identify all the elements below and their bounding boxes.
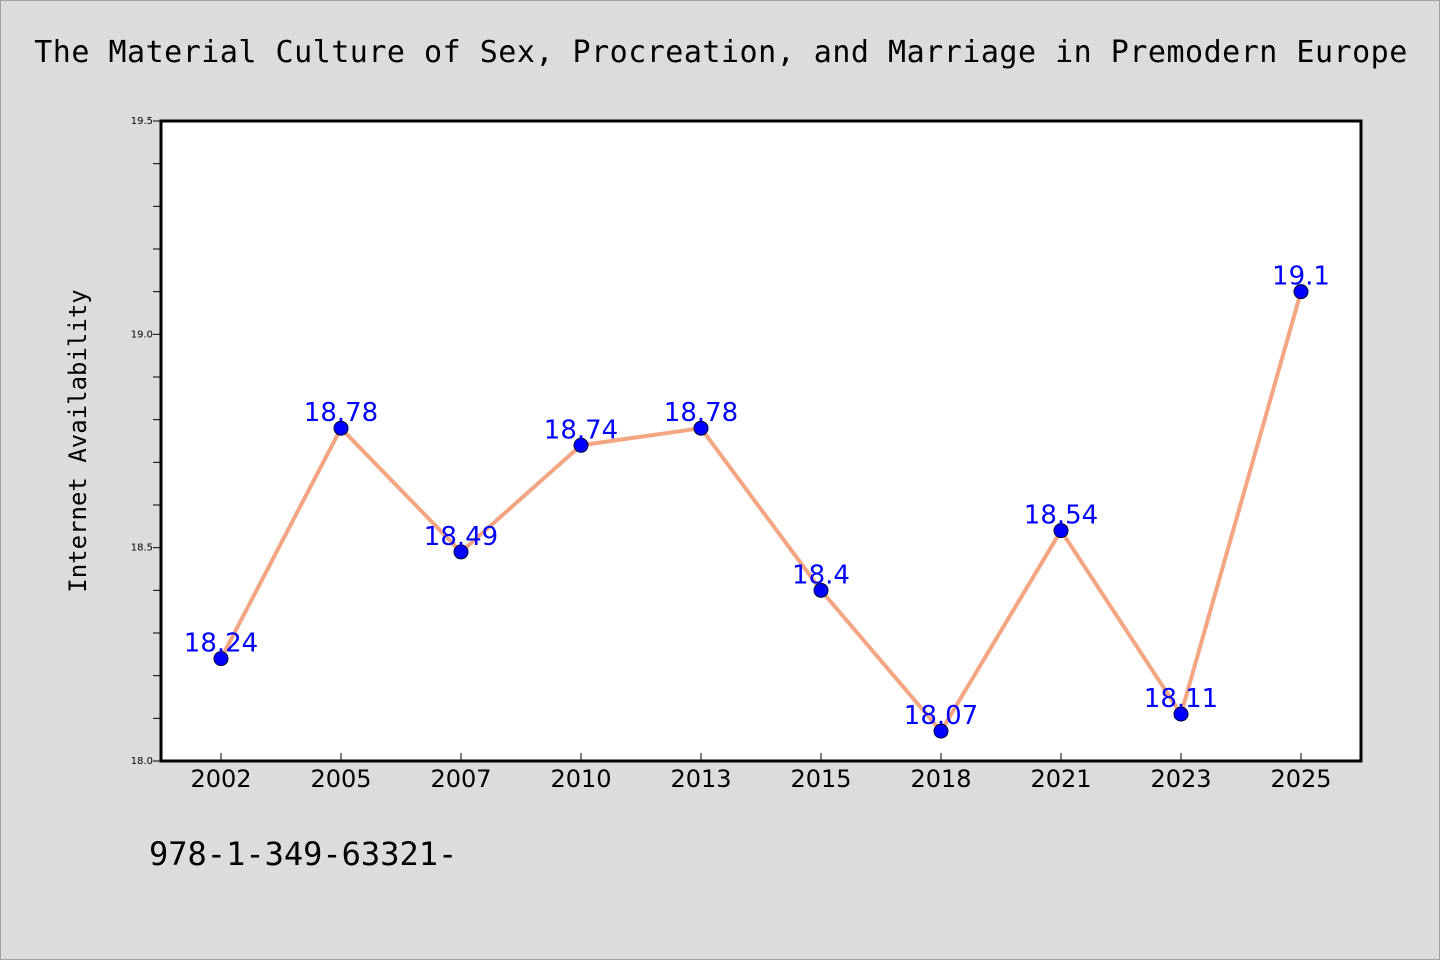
x-tick-label: 2007 — [430, 765, 491, 793]
y-axis-label: Internet Availability — [64, 289, 92, 592]
x-axis: 2002 2005 2007 2010 2013 2015 2018 2021 2023 2025 — [190, 753, 1332, 793]
x-tick-label: 2021 — [1030, 765, 1091, 793]
data-label: 18.24 — [184, 629, 258, 659]
data-label: 18.78 — [664, 398, 738, 428]
y-tick-label: 18.5 — [131, 543, 153, 554]
data-label: 18.07 — [904, 701, 978, 731]
x-tick-label: 2023 — [1150, 765, 1211, 793]
data-point — [813, 582, 829, 598]
data-label: 18.78 — [304, 398, 378, 428]
series-line — [219, 291, 1303, 734]
data-point — [933, 723, 949, 739]
series-layer: 18.24 18.78 18.49 18.74 18.78 18.4 18.07 18.54 1… — [184, 262, 1330, 739]
isbn-text: 978-1-349-63321- — [149, 835, 458, 873]
data-point — [573, 437, 589, 453]
y-axis: 18.0 18.5 19.0 19.5 — [131, 116, 161, 767]
x-tick-label: 2015 — [790, 765, 851, 793]
x-tick-label: 2013 — [670, 765, 731, 793]
x-tick-label: 2005 — [310, 765, 371, 793]
x-tick-label: 2025 — [1270, 765, 1331, 793]
data-point — [453, 544, 469, 560]
x-tick-label: 2018 — [910, 765, 971, 793]
y-tick-label: 19.5 — [131, 116, 153, 127]
data-label: 18.74 — [544, 415, 618, 445]
x-tick-label: 2002 — [190, 765, 251, 793]
data-label: 18.11 — [1144, 684, 1218, 714]
x-tick-label: 2010 — [550, 765, 611, 793]
data-label: 18.4 — [792, 560, 850, 590]
data-point — [213, 651, 229, 667]
data-point — [693, 420, 709, 436]
plot-area — [159, 119, 1363, 763]
data-point — [333, 420, 349, 436]
y-tick-label: 19.0 — [131, 329, 153, 340]
chart-title: The Material Culture of Sex, Procreation… — [34, 35, 1408, 70]
data-point — [1173, 706, 1189, 722]
data-label: 18.49 — [424, 522, 498, 552]
data-label: 18.54 — [1024, 501, 1098, 531]
data-point — [1053, 523, 1069, 539]
y-tick-label: 18.0 — [131, 756, 153, 767]
data-label: 19.1 — [1272, 262, 1330, 292]
data-point — [1293, 284, 1309, 300]
